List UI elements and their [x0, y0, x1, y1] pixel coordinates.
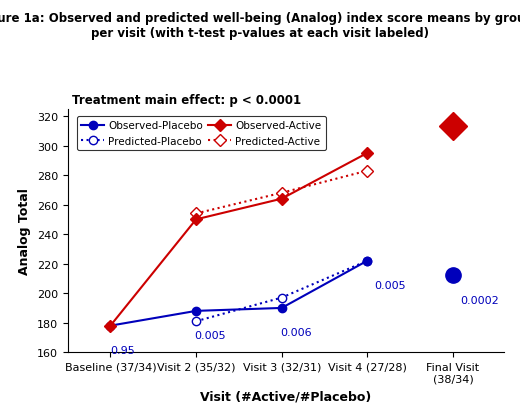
- Text: 0.95: 0.95: [110, 345, 135, 355]
- Text: 0.005: 0.005: [374, 280, 406, 290]
- X-axis label: Visit (#Active/#Placebo): Visit (#Active/#Placebo): [200, 389, 372, 402]
- Text: Figure 1a: Observed and predicted well-being (Analog) index score means by group: Figure 1a: Observed and predicted well-b…: [0, 12, 520, 40]
- Text: Treatment main effect: p < 0.0001: Treatment main effect: p < 0.0001: [72, 94, 301, 107]
- Legend: Observed-Placebo, Predicted-Placebo, Observed-Active, Predicted-Active: Observed-Placebo, Predicted-Placebo, Obs…: [77, 117, 326, 150]
- Text: 0.006: 0.006: [280, 327, 311, 337]
- Text: 0.0002: 0.0002: [460, 295, 499, 305]
- Text: 0.005: 0.005: [194, 330, 226, 340]
- Y-axis label: Analog Total: Analog Total: [18, 188, 31, 274]
